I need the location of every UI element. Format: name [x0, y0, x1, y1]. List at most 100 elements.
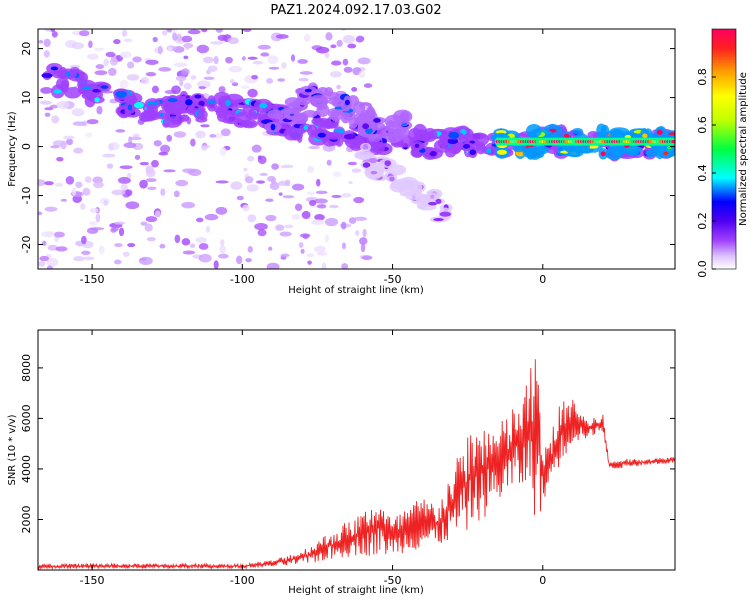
snr-x-axis: -150 -100 -50 0: [80, 330, 546, 587]
spectrogram-speckle: [219, 245, 226, 254]
spectrogram-speckle: [247, 56, 258, 60]
spectrogram-tail-core: [671, 140, 675, 144]
spectrogram-ridge-halo: [368, 133, 383, 142]
spectrogram-speckle: [271, 163, 279, 170]
spectrogram-ridge-core: [429, 150, 437, 157]
spectrogram-ridge-halo: [352, 135, 363, 148]
spectrogram-speckle: [315, 190, 328, 195]
spectrogram-speckle: [54, 182, 64, 188]
spectrogram-speckle: [229, 79, 235, 84]
spectrogram-speckle: [267, 175, 276, 182]
spectrogram-speckle: [106, 163, 114, 169]
spectrogram-speckle: [306, 191, 315, 196]
spectrogram-speckle: [218, 86, 226, 93]
spectrogram-speckle: [347, 43, 357, 49]
spectrogram-speckle: [96, 106, 103, 115]
spectrogram-speckle: [315, 46, 330, 54]
spectrogram-ridge-core: [663, 151, 669, 155]
y-tick-label: 2000: [20, 505, 33, 533]
spectrogram-speckle: [50, 29, 55, 33]
spectrogram-speckle: [81, 250, 91, 256]
colorbar: 0.0 0.2 0.4 0.6 0.8 Normalized spectral ampl…: [696, 28, 749, 278]
spectrogram-speckle: [314, 245, 326, 253]
spectrogram-speckle: [313, 198, 328, 204]
spectrogram-ridge-core: [389, 176, 395, 182]
spectrogram-speckle: [196, 44, 210, 54]
spectrogram-speckle: [242, 204, 250, 212]
spectrogram-ridge-halo: [645, 148, 657, 158]
spectrogram-ridge-halo: [309, 94, 328, 108]
spectrogram-ridge-core: [344, 99, 350, 106]
spectrogram-ridge-core: [115, 90, 127, 98]
spectrogram-speckle: [308, 199, 317, 207]
colorbar-tick-label: 0.6: [696, 116, 709, 134]
spectrogram-speckle: [256, 180, 266, 184]
spectrogram-ridge-halo: [366, 141, 385, 155]
spectrogram-speckle: [183, 82, 192, 90]
spectrogram-speckle: [173, 62, 188, 67]
spectrogram-speckle: [210, 40, 224, 45]
spectrogram-speckle: [86, 53, 99, 60]
spectrogram-speckle: [85, 132, 93, 138]
spectrogram-speckle: [203, 76, 215, 80]
spectrogram-speckle: [89, 221, 98, 227]
spectrogram-speckle: [353, 216, 367, 221]
spectrogram-speckle: [153, 140, 162, 147]
spectrogram-ridge-core: [384, 160, 392, 167]
spectrogram-speckle: [260, 52, 270, 57]
x-tick-label: -50: [384, 574, 402, 587]
spectrogram-speckle: [95, 213, 101, 223]
spectrogram-speckle: [118, 227, 125, 237]
spectrogram-speckle: [160, 188, 166, 196]
spectrogram-speckle: [80, 202, 86, 210]
spectrogram-speckle: [94, 70, 108, 76]
spectrogram-ridge-core: [428, 201, 438, 206]
spectrogram-ridge-core: [304, 88, 312, 93]
y-tick-label: -20: [20, 236, 33, 254]
spectrogram-image: [38, 29, 675, 269]
spectrogram-speckle: [160, 144, 171, 154]
spectrogram-ridge-core: [668, 132, 675, 136]
spectrogram-speckle: [123, 38, 133, 43]
spectrogram-speckle: [326, 159, 332, 166]
spectrogram-ridge-core: [82, 86, 92, 90]
spectrogram-speckle: [134, 154, 141, 160]
spectrogram-speckle: [56, 156, 64, 162]
spectrogram-speckle: [40, 231, 55, 238]
spectrogram-ridge-core: [303, 125, 308, 131]
spectrogram-ridge-core: [198, 100, 205, 107]
spectrogram-ridge-core: [343, 134, 356, 140]
spectrogram-speckle: [93, 47, 105, 51]
spectrogram-speckle: [355, 230, 360, 236]
x-tick-label: -150: [80, 574, 105, 587]
spectrogram-speckle: [198, 253, 212, 263]
spectrogram-speckle: [38, 261, 46, 267]
spectrogram-speckle: [73, 147, 84, 154]
spectrogram-speckle: [301, 210, 311, 219]
spectrogram-speckle: [215, 29, 224, 33]
spectrogram-x-label: Height of straight line (km): [288, 285, 424, 296]
spectrogram-ridge-halo: [596, 123, 607, 137]
spectrogram-speckle: [254, 222, 268, 231]
spectrogram-speckle: [251, 144, 262, 153]
spectrogram-speckle: [299, 233, 311, 238]
spectrogram-speckle: [361, 255, 373, 261]
spectrogram-speckle: [123, 142, 137, 149]
spectrogram-ridge-core: [496, 149, 507, 155]
spectrogram-speckle: [147, 186, 157, 191]
spectrogram-speckle: [39, 100, 52, 105]
spectrogram-ridge-halo: [572, 127, 583, 135]
spectrogram-speckle: [145, 178, 157, 183]
spectrogram-speckle: [307, 260, 312, 265]
spectrogram-speckle: [196, 217, 204, 223]
spectrogram-speckle: [195, 237, 208, 244]
spectrogram-speckle: [280, 253, 290, 258]
spectrogram-speckle: [314, 214, 325, 221]
spectrogram-ridge-core: [448, 131, 460, 139]
spectrogram-ridge-core: [270, 123, 276, 131]
spectrogram-speckle: [181, 35, 193, 43]
colorbar-label: Normalized spectral amplitude: [738, 72, 749, 226]
spectrogram-ridge-halo: [378, 132, 396, 139]
spectrogram-speckle: [139, 179, 148, 189]
spectrogram-ridge-core: [259, 102, 268, 109]
